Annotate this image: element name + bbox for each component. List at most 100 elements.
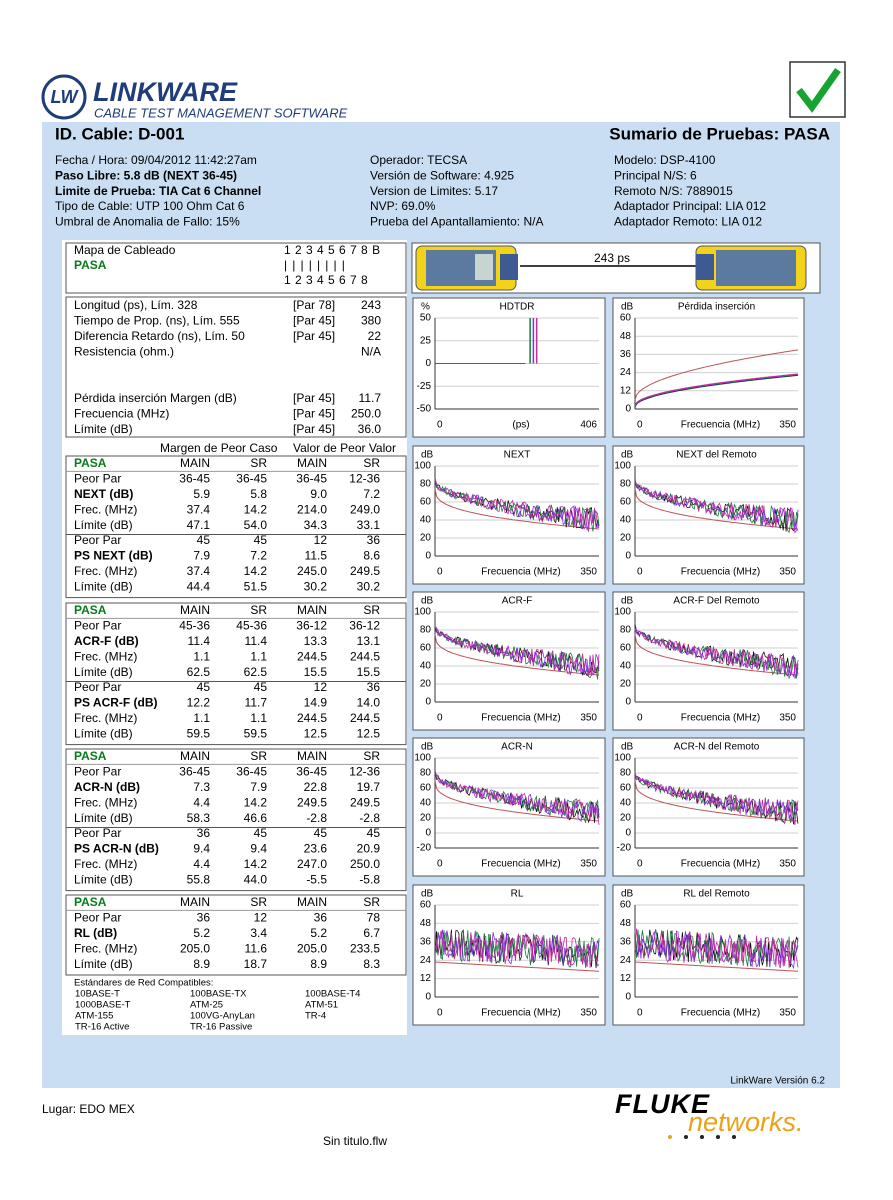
row-value: 233.5 bbox=[350, 941, 380, 955]
row-value: 14.2 bbox=[244, 857, 268, 871]
row-label: NEXT (dB) bbox=[74, 487, 133, 501]
section-head: MAIN bbox=[180, 895, 210, 909]
y-tick-label: 0 bbox=[625, 404, 631, 415]
y-tick-label: 40 bbox=[420, 515, 432, 526]
standard: ATM-155 bbox=[75, 1011, 113, 1022]
column-group: Valor de Peor Valor bbox=[293, 441, 396, 455]
x-label: 0 bbox=[437, 567, 443, 578]
row-value: 244.5 bbox=[297, 649, 327, 663]
row-value: 78 bbox=[367, 911, 381, 925]
row-value: 23.6 bbox=[304, 842, 328, 856]
row-label: Frec. (MHz) bbox=[74, 941, 137, 955]
y-tick-label: 80 bbox=[420, 625, 432, 636]
info-line: Versión de Software: 4.925 bbox=[370, 168, 514, 182]
chart-unit: dB bbox=[421, 889, 434, 900]
row-label: Frec. (MHz) bbox=[74, 711, 137, 725]
row-value: 12 bbox=[314, 533, 328, 547]
wiremap-bars: | | | | | | | | bbox=[284, 258, 346, 272]
row-value: -5.5 bbox=[306, 872, 327, 886]
row-value: 247.0 bbox=[297, 857, 327, 871]
delay-label: 243 ps bbox=[594, 251, 630, 265]
row-value: 12.5 bbox=[304, 726, 328, 740]
row-value: 9.0 bbox=[310, 487, 327, 501]
row-value: 244.5 bbox=[297, 711, 327, 725]
chart-unit: % bbox=[421, 302, 430, 313]
section-head: SR bbox=[363, 603, 380, 617]
x-label: 350 bbox=[779, 1008, 796, 1019]
y-tick-label: 60 bbox=[420, 643, 432, 654]
logo-subtitle: CABLE TEST MANAGEMENT SOFTWARE bbox=[94, 105, 348, 120]
row-label: Límite (dB) bbox=[74, 579, 133, 593]
y-tick-label: 12 bbox=[420, 973, 432, 984]
chart-unit: dB bbox=[621, 596, 634, 607]
section-result: PASA bbox=[74, 456, 107, 470]
row-value: 249.5 bbox=[297, 795, 327, 809]
y-tick-label: 40 bbox=[420, 661, 432, 672]
y-tick-label: 20 bbox=[620, 813, 632, 824]
x-label: 0 bbox=[637, 420, 643, 431]
row-value: 36-12 bbox=[296, 619, 327, 633]
x-label: 0 bbox=[637, 1008, 643, 1019]
row-value: 19.7 bbox=[357, 780, 381, 794]
y-tick-label: 80 bbox=[620, 479, 632, 490]
chart-unit: dB bbox=[421, 596, 434, 607]
row-value: 20.9 bbox=[357, 842, 381, 856]
y-tick-label: 0 bbox=[425, 358, 431, 369]
cable-id: ID. Cable: D-001 bbox=[55, 124, 184, 143]
row-value: 14.2 bbox=[244, 795, 268, 809]
row-value: 14.9 bbox=[304, 696, 328, 710]
y-tick-label: 36 bbox=[620, 349, 632, 360]
chart-box bbox=[612, 297, 805, 438]
standard: 100BASE-TX bbox=[190, 989, 247, 1000]
row-value: 11.4 bbox=[245, 634, 268, 648]
y-tick-label: 48 bbox=[620, 918, 632, 929]
row-value: 11.4 bbox=[188, 634, 211, 648]
x-label: 0 bbox=[637, 567, 643, 578]
column-group: Margen de Peor Caso bbox=[160, 441, 278, 455]
limit-trace bbox=[434, 780, 600, 822]
section-head: SR bbox=[363, 895, 380, 909]
y-tick-label: 100 bbox=[614, 607, 631, 618]
wiremap-label: Mapa de Cableado bbox=[74, 243, 176, 257]
row-label: Peor Par bbox=[74, 826, 121, 840]
row-value: 45 bbox=[367, 826, 381, 840]
row-label: Límite (dB) bbox=[74, 665, 133, 679]
row-value: 36-45 bbox=[296, 765, 327, 779]
trace bbox=[434, 626, 600, 677]
y-tick-label: 100 bbox=[414, 607, 431, 618]
row-label: Límite (dB) bbox=[74, 811, 133, 825]
section-head: SR bbox=[363, 456, 380, 470]
row-value: 15.5 bbox=[357, 665, 381, 679]
section-head: MAIN bbox=[180, 749, 210, 763]
row-value: 51.5 bbox=[244, 579, 268, 593]
y-tick-label: 20 bbox=[420, 813, 432, 824]
limit-trace bbox=[634, 634, 799, 676]
standards-title: Estándares de Red Compatibles: bbox=[74, 978, 213, 989]
row-label: Peor Par bbox=[74, 911, 121, 925]
section-head: SR bbox=[250, 603, 267, 617]
row-value: 1.1 bbox=[250, 711, 267, 725]
info-line: Limite de Prueba: TIA Cat 6 Channel bbox=[55, 184, 261, 198]
chart-title: ACR-N bbox=[501, 742, 533, 753]
row-value: 12.2 bbox=[187, 696, 211, 710]
row-value: 11.6 bbox=[245, 941, 268, 955]
x-label: Frecuencia (MHz) bbox=[681, 713, 760, 724]
chart-unit: dB bbox=[621, 302, 634, 313]
row-value: 8.3 bbox=[363, 957, 380, 971]
y-tick-label: 80 bbox=[420, 479, 432, 490]
length-value: 243 bbox=[361, 298, 381, 312]
y-tick-label: 60 bbox=[620, 313, 632, 324]
x-label: 350 bbox=[779, 420, 796, 431]
length-pair: [Par 45] bbox=[293, 314, 335, 328]
row-value: 1.1 bbox=[193, 649, 210, 663]
y-tick-label: -20 bbox=[417, 843, 432, 854]
info-line: Operador: TECSA bbox=[370, 153, 467, 167]
row-label: RL (dB) bbox=[74, 926, 117, 940]
row-value: 9.4 bbox=[193, 842, 210, 856]
row-value: 250.0 bbox=[350, 857, 380, 871]
row-value: 1.1 bbox=[250, 649, 267, 663]
chart-title: RL del Remoto bbox=[683, 889, 750, 900]
section-box bbox=[65, 894, 407, 976]
info-line: Version de Limites: 5.17 bbox=[370, 184, 498, 198]
standard: 10BASE-T bbox=[75, 989, 120, 1000]
